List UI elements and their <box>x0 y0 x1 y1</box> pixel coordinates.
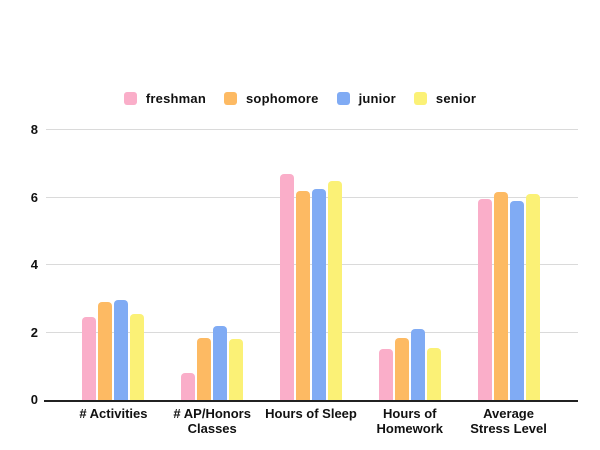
y-axis-tick-label: 6 <box>30 189 38 205</box>
bar-junior <box>213 325 228 400</box>
y-axis-tick-label: 8 <box>30 122 38 137</box>
bar-senior <box>130 313 145 400</box>
bar-freshman <box>82 317 97 400</box>
legend-label: sophomore <box>246 90 319 106</box>
bar-sophomore <box>98 302 113 400</box>
bar-senior <box>426 347 441 400</box>
bar-freshman <box>378 349 393 400</box>
bar-junior <box>509 200 524 400</box>
x-axis-label: Hours of Sleep <box>265 406 357 421</box>
legend-item-junior: junior <box>336 90 396 106</box>
legend-swatch-icon <box>336 91 350 105</box>
legend-label: junior <box>358 90 396 106</box>
bar-group <box>459 130 558 400</box>
bar-senior <box>525 194 540 400</box>
plot-area: 0 2 4 6 8 <box>31 123 578 407</box>
legend-swatch-icon <box>413 91 427 105</box>
legend: freshman sophomore junior senior <box>0 90 600 106</box>
bar-junior <box>410 329 425 400</box>
x-axis-labels: # Activities # AP/Honors Classes Hours of … <box>44 406 578 437</box>
bar-sophomore <box>394 337 409 400</box>
bar-freshman <box>477 199 492 400</box>
x-axis-label: # Activities <box>79 406 148 421</box>
bar-freshman <box>181 373 196 400</box>
y-axis-tick-label: 2 <box>30 324 38 340</box>
legend-item-sophomore: sophomore <box>224 91 319 106</box>
x-axis-label: Hours of Homework <box>376 406 444 437</box>
bar-senior <box>229 339 244 400</box>
bar-sophomore <box>295 190 310 400</box>
bar-sophomore <box>493 192 508 400</box>
y-axis-tick-label: 4 <box>30 257 38 272</box>
x-axis-label: # AP/Honors Classes <box>173 406 251 437</box>
bar-junior <box>114 300 129 400</box>
bar-group <box>262 130 361 400</box>
legend-swatch-icon <box>224 91 237 105</box>
bar-senior <box>327 180 342 400</box>
bar-group <box>163 130 262 400</box>
x-axis-label: Average Stress Level <box>470 406 547 437</box>
bar-junior <box>311 189 326 400</box>
y-axis-tick-label: 0 <box>30 392 38 407</box>
legend-item-senior: senior <box>413 90 477 106</box>
bar-group <box>360 130 459 400</box>
legend-swatch-icon <box>123 91 137 105</box>
legend-item-freshman: freshman <box>123 90 206 106</box>
gridline <box>46 129 578 130</box>
bars <box>44 130 578 400</box>
legend-label: senior <box>435 90 477 106</box>
bar-group <box>64 130 163 400</box>
bar-sophomore <box>197 337 212 400</box>
bar-freshman <box>279 173 294 400</box>
legend-label: freshman <box>145 90 206 106</box>
